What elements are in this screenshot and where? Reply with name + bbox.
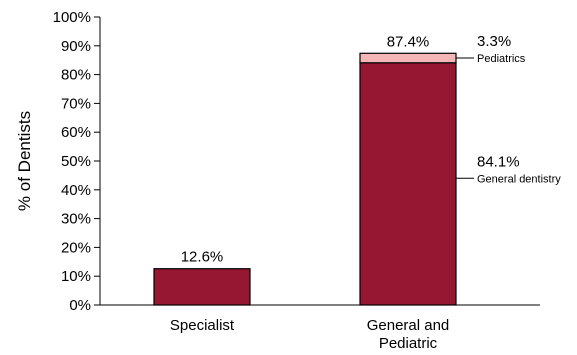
y-tick-label: 60%	[61, 124, 91, 141]
category-label: Specialist	[170, 317, 235, 334]
annotation-value: 84.1%	[477, 153, 520, 170]
bar-segment-general-dentistry	[359, 62, 457, 306]
y-tick-label: 50%	[61, 153, 91, 170]
bar-annotations: 84.1% General dentistry 3.3% Pediatrics	[456, 33, 561, 185]
y-tick-label: 40%	[61, 182, 91, 199]
y-axis-ticks: 0% 10% 20% 30% 40% 50% 60% 70% 80% 90% 100%	[53, 9, 100, 314]
y-tick-label: 0%	[69, 297, 91, 314]
y-tick-label: 80%	[61, 67, 91, 84]
y-tick-label: 30%	[61, 211, 91, 228]
category-label: General and	[367, 317, 450, 334]
bar-segment-specialist	[153, 268, 251, 306]
bar-total-label: 87.4%	[387, 33, 430, 50]
annotation-series-name: Pediatrics	[477, 53, 526, 65]
y-tick-label: 100%	[53, 9, 91, 26]
bar-segment-pediatrics	[359, 52, 457, 64]
annotation-value: 3.3%	[477, 33, 511, 50]
annotation-series-name: General dentistry	[477, 173, 561, 185]
y-tick-label: 90%	[61, 38, 91, 55]
y-axis-label: % of Dentists	[15, 111, 34, 211]
bars	[153, 52, 457, 306]
y-tick-label: 10%	[61, 268, 91, 285]
category-label: Pediatric	[379, 335, 438, 352]
bar-total-label: 12.6%	[181, 249, 224, 266]
y-tick-label: 70%	[61, 95, 91, 112]
y-tick-label: 20%	[61, 239, 91, 256]
